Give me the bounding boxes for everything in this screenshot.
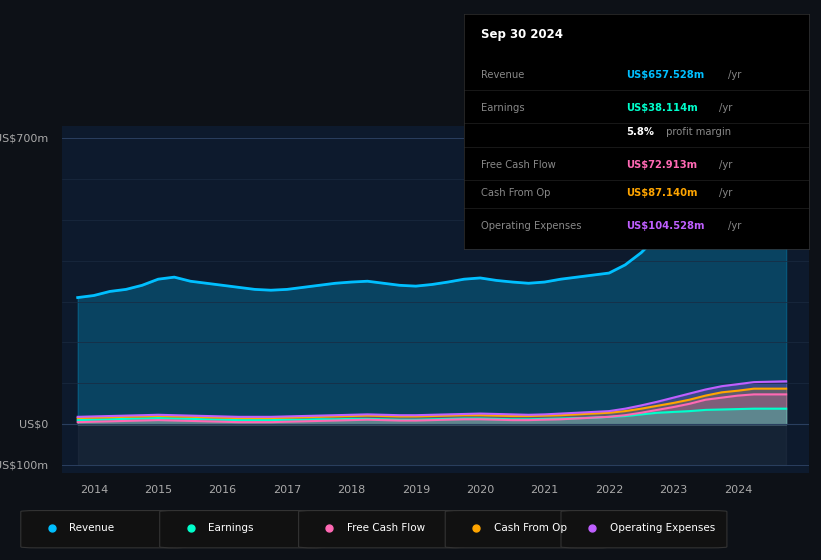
Text: US$87.140m: US$87.140m — [626, 188, 697, 198]
Text: US$0: US$0 — [20, 419, 48, 429]
Text: 2020: 2020 — [466, 484, 494, 494]
Text: Revenue: Revenue — [70, 523, 114, 533]
Text: 2019: 2019 — [401, 484, 430, 494]
Text: Operating Expenses: Operating Expenses — [481, 221, 581, 231]
Text: 2015: 2015 — [144, 484, 172, 494]
Text: Sep 30 2024: Sep 30 2024 — [481, 28, 563, 41]
Text: US$657.528m: US$657.528m — [626, 71, 704, 81]
Text: US$38.114m: US$38.114m — [626, 104, 698, 113]
FancyBboxPatch shape — [299, 511, 465, 548]
Text: /yr: /yr — [728, 71, 741, 81]
Text: Revenue: Revenue — [481, 71, 525, 81]
Text: 2024: 2024 — [723, 484, 752, 494]
Text: Operating Expenses: Operating Expenses — [610, 523, 715, 533]
Text: 2022: 2022 — [595, 484, 623, 494]
FancyBboxPatch shape — [561, 511, 727, 548]
Text: 2021: 2021 — [530, 484, 559, 494]
FancyBboxPatch shape — [160, 511, 326, 548]
Text: Cash From Op: Cash From Op — [494, 523, 566, 533]
Text: US$104.528m: US$104.528m — [626, 221, 704, 231]
Text: /yr: /yr — [719, 104, 732, 113]
Text: /yr: /yr — [719, 188, 732, 198]
Text: 5.8%: 5.8% — [626, 127, 654, 137]
Text: 2014: 2014 — [80, 484, 108, 494]
Text: 2018: 2018 — [337, 484, 365, 494]
Text: 2017: 2017 — [273, 484, 301, 494]
Text: Free Cash Flow: Free Cash Flow — [347, 523, 425, 533]
Text: 2023: 2023 — [659, 484, 687, 494]
Text: Cash From Op: Cash From Op — [481, 188, 551, 198]
Text: /yr: /yr — [719, 160, 732, 170]
Text: Earnings: Earnings — [209, 523, 254, 533]
Text: /yr: /yr — [728, 221, 741, 231]
Text: -US$100m: -US$100m — [0, 460, 48, 470]
Text: profit margin: profit margin — [663, 127, 732, 137]
Text: Free Cash Flow: Free Cash Flow — [481, 160, 556, 170]
Text: 2016: 2016 — [209, 484, 236, 494]
Text: US$700m: US$700m — [0, 133, 48, 143]
FancyBboxPatch shape — [21, 511, 186, 548]
FancyBboxPatch shape — [445, 511, 611, 548]
Text: US$72.913m: US$72.913m — [626, 160, 697, 170]
Text: Earnings: Earnings — [481, 104, 525, 113]
